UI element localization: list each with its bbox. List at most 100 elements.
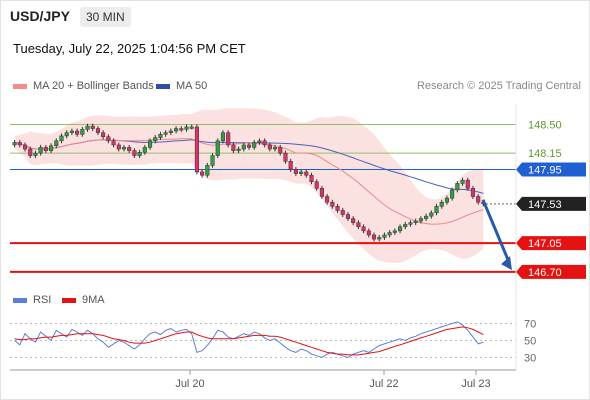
candle-down bbox=[361, 226, 366, 232]
candle-up bbox=[184, 126, 189, 130]
credit-label: Research © 2025 Trading Central bbox=[416, 80, 581, 92]
candle-down bbox=[267, 144, 272, 150]
candle-up bbox=[272, 147, 278, 150]
price-tag-text: 147.05 bbox=[528, 238, 562, 250]
candle-up bbox=[439, 201, 444, 207]
candle-down bbox=[106, 136, 111, 142]
candle-down bbox=[262, 140, 267, 146]
candle-up bbox=[398, 226, 403, 232]
candle-up bbox=[450, 189, 455, 199]
candle-up bbox=[220, 132, 226, 142]
candle-up bbox=[392, 230, 397, 233]
candle-up bbox=[153, 137, 158, 142]
candle-down bbox=[283, 152, 288, 162]
candle-down bbox=[246, 144, 252, 148]
candle-down bbox=[366, 230, 371, 236]
x-tick-label: Jul 22 bbox=[369, 378, 398, 390]
symbol-label: USD/JPY bbox=[10, 8, 70, 24]
candle-down bbox=[200, 171, 205, 176]
candle-down bbox=[226, 132, 231, 146]
candle-down bbox=[304, 171, 309, 176]
rsi-tick-30: 30 bbox=[524, 353, 536, 365]
price-tag-147-05: 147.05 bbox=[516, 236, 586, 251]
candle-down bbox=[231, 144, 236, 151]
candle-down bbox=[17, 142, 22, 146]
candle-up bbox=[299, 171, 304, 174]
ma50-swatch bbox=[156, 83, 170, 89]
candle-down bbox=[22, 144, 28, 150]
candle-up bbox=[444, 197, 449, 203]
price-tag-bg bbox=[516, 196, 586, 211]
candle-up bbox=[413, 220, 418, 223]
candle-up bbox=[408, 222, 413, 225]
ma50-label: MA 50 bbox=[176, 80, 208, 92]
rsi-line bbox=[14, 321, 484, 359]
candle-down bbox=[465, 179, 470, 189]
x-tick-label: Jul 20 bbox=[175, 378, 204, 390]
candle-up bbox=[210, 155, 215, 166]
rsi-ma-swatch bbox=[62, 297, 76, 303]
candle-up bbox=[424, 215, 429, 219]
candle-down bbox=[288, 161, 293, 170]
candle-down bbox=[314, 181, 319, 189]
legend-rsi: RSI bbox=[13, 294, 51, 306]
candle-down bbox=[278, 147, 283, 154]
rsi-ma-line bbox=[14, 326, 484, 356]
timeframe-badge[interactable]: 30 MIN bbox=[80, 7, 131, 27]
candle-down bbox=[476, 196, 481, 203]
price-tag-text: 146.70 bbox=[528, 267, 562, 279]
candle-up bbox=[69, 130, 74, 133]
candle-down bbox=[101, 132, 106, 137]
candle-down bbox=[330, 201, 335, 207]
candle-down bbox=[325, 196, 330, 203]
candle-down bbox=[319, 188, 324, 197]
candle-down bbox=[293, 169, 298, 174]
candle-down bbox=[335, 206, 340, 211]
candle-down bbox=[340, 210, 345, 215]
candle-down bbox=[95, 128, 100, 133]
ma20-swatch bbox=[13, 83, 27, 89]
candle-up bbox=[434, 206, 439, 214]
ma20-label: MA 20 + Bollinger Bands bbox=[33, 80, 154, 92]
price-tag-147-53: 147.53 bbox=[516, 196, 586, 211]
candle-up bbox=[174, 128, 179, 132]
price-tag-text: 148.15 bbox=[528, 148, 562, 160]
price-tag-text: 148.50 bbox=[528, 119, 562, 131]
candle-up bbox=[80, 129, 85, 135]
candle-up bbox=[377, 237, 382, 240]
candle-up bbox=[142, 147, 147, 153]
price-tag-148-15: 148.15 bbox=[528, 148, 562, 160]
candle-up bbox=[38, 147, 43, 154]
candle-down bbox=[371, 234, 377, 240]
candle-down bbox=[111, 140, 116, 146]
price-tag-147-95: 147.95 bbox=[516, 162, 586, 177]
candle-down bbox=[43, 147, 48, 151]
candle-down bbox=[470, 188, 476, 197]
candle-up bbox=[455, 183, 460, 191]
price-tag-bg bbox=[516, 264, 586, 279]
candle-down bbox=[90, 125, 95, 129]
legend-rsi-ma: 9MA bbox=[62, 294, 105, 306]
candle-up bbox=[215, 140, 220, 156]
candle-down bbox=[351, 218, 356, 223]
legend-ma50: MA 50 bbox=[156, 80, 207, 92]
price-tag-148-50: 148.50 bbox=[528, 119, 562, 131]
candle-down bbox=[28, 148, 33, 156]
candle-down bbox=[345, 214, 351, 219]
candle-up bbox=[158, 134, 163, 138]
rsi-ma-label: 9MA bbox=[82, 294, 105, 306]
candle-up bbox=[121, 147, 127, 150]
candle-up bbox=[205, 165, 210, 176]
price-tag-146-70: 146.70 bbox=[516, 264, 586, 279]
candle-up bbox=[257, 140, 262, 143]
legend-ma20: MA 20 + Bollinger Bands bbox=[13, 80, 154, 92]
rsi-swatch bbox=[13, 297, 27, 303]
projection-arrow-shaft bbox=[481, 199, 511, 263]
candle-up bbox=[168, 130, 173, 133]
candle-up bbox=[137, 152, 142, 156]
bollinger-band-fill bbox=[14, 108, 484, 264]
candle-up bbox=[85, 125, 90, 130]
candle-down bbox=[75, 130, 80, 135]
candle-up bbox=[387, 232, 392, 236]
